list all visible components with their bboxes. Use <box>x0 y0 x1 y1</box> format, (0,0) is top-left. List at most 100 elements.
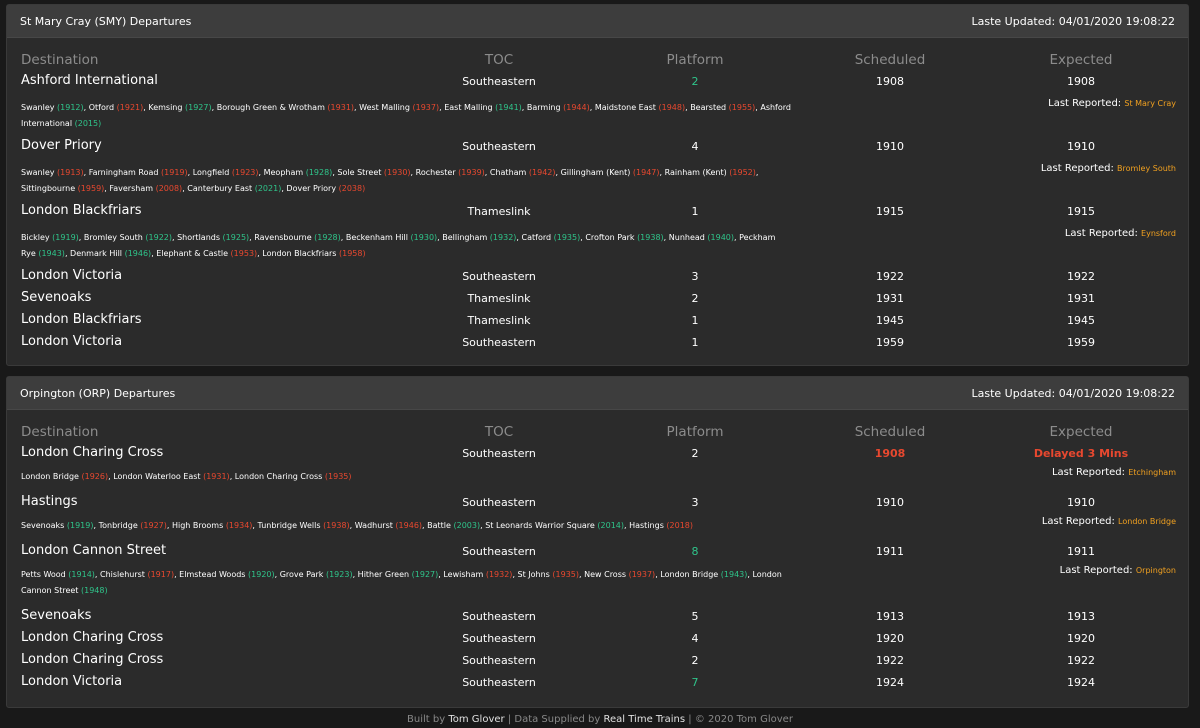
calling-point: Bromley South (1922) <box>84 233 172 242</box>
calling-point-time: (1927) <box>140 521 167 530</box>
calling-point-station: Bickley <box>21 233 53 242</box>
calling-point-station: East Malling <box>444 103 496 112</box>
calling-point-time: (1912) <box>57 103 84 112</box>
calling-point-station: Rainham (Kent) <box>664 168 730 177</box>
service-expected: 1913 <box>1067 610 1095 623</box>
col-destination: Destination <box>21 52 99 68</box>
calling-point-station: St Johns <box>517 570 553 579</box>
calling-point-time: (1932) <box>485 570 513 579</box>
calling-point-time: (1928) <box>305 168 333 177</box>
real-time-trains-link[interactable]: Real Time Trains <box>603 714 686 725</box>
calling-point-station: Chislehurst <box>100 570 148 579</box>
calling-points: Petts Wood (1914), Chislehurst (1917), E… <box>21 570 782 595</box>
service-destination: Hastings <box>21 494 78 509</box>
calling-point-station: London Charing Cross <box>234 472 325 481</box>
calling-point-time: (1927) <box>185 103 212 112</box>
calling-point-time: (1947) <box>632 168 660 177</box>
calling-point: West Malling (1937) <box>359 103 439 112</box>
service-platform: 5 <box>691 610 699 623</box>
calling-point-station: Barming <box>526 103 564 112</box>
calling-point-time: (1923) <box>325 570 353 579</box>
calling-point-time: (1925) <box>222 233 250 242</box>
calling-point-station: Peckham Rye <box>21 233 776 258</box>
service-expected-delayed: Delayed 3 Mins <box>1033 447 1129 460</box>
calling-point-station: High Brooms <box>171 521 226 530</box>
last-reported-location: Orpington <box>1135 566 1176 575</box>
calling-point-station: Borough Green & Wrotham <box>216 103 328 112</box>
calling-point-station: Sole Street <box>337 168 384 177</box>
calling-point-station: Battle <box>427 521 454 530</box>
author-link[interactable]: Tom Glover <box>448 714 505 725</box>
service-platform: 2 <box>691 75 699 88</box>
calling-point-time: (1935) <box>324 472 352 481</box>
last-reported: Last Reported: St Mary Cray <box>1048 98 1176 109</box>
calling-point: New Cross (1937) <box>584 570 655 579</box>
calling-point-time: (1920) <box>248 570 275 579</box>
calling-point-time: (1938) <box>637 233 664 242</box>
calling-point: Faversham (2008) <box>109 184 182 193</box>
service-scheduled: 1931 <box>876 292 904 305</box>
calling-point: London Waterloo East (1931) <box>113 472 229 481</box>
calling-point: London Charing Cross (1935) <box>235 472 352 481</box>
calling-point-time: (1946) <box>124 248 152 258</box>
calling-point-station: Bellingham <box>442 233 490 242</box>
calling-point: Beckenham Hill (1930) <box>346 233 437 242</box>
calling-point-station: Ravensbourne <box>254 233 315 242</box>
calling-point-station: Denmark Hill <box>70 248 125 258</box>
service-toc: Thameslink <box>467 314 531 327</box>
last-reported: Last Reported: London Bridge <box>1042 516 1176 527</box>
calling-point-time: (1922) <box>145 233 172 242</box>
service-scheduled: 1922 <box>876 654 904 667</box>
calling-point: London Blackfriars (1958) <box>262 249 365 258</box>
last-reported-label: Last Reported: <box>1051 467 1126 478</box>
calling-point: Tonbridge (1927) <box>99 521 167 530</box>
service-scheduled: 1920 <box>876 632 904 645</box>
calling-point-station: London Cannon Street <box>21 570 782 595</box>
calling-point-time: (1943) <box>720 570 748 579</box>
calling-points: Bickley (1919), Bromley South (1922), Sh… <box>21 233 776 258</box>
calling-point-station: Nunhead <box>668 233 708 242</box>
service-scheduled: 1924 <box>876 676 904 689</box>
service-platform: 2 <box>691 654 699 667</box>
calling-point-station: Wadhurst <box>354 521 396 530</box>
service-destination: Sevenoaks <box>21 608 92 623</box>
service-toc: Southeastern <box>462 654 536 667</box>
calling-point: Gillingham (Kent) (1947) <box>561 168 660 177</box>
calling-point: Farningham Road (1919) <box>89 168 188 177</box>
last-updated: Laste Updated: 04/01/2020 19:08:22 <box>971 386 1176 400</box>
calling-point: Sole Street (1930) <box>337 168 410 177</box>
calling-point: Ashford International (2015) <box>21 103 791 128</box>
col-destination: Destination <box>21 424 99 440</box>
calling-point: Battle (2003) <box>427 521 480 530</box>
board-title: St Mary Cray (SMY) Departures <box>20 14 192 28</box>
service-expected: 1910 <box>1067 140 1095 153</box>
calling-point: Elmstead Woods (1920) <box>179 570 274 579</box>
service-expected: 1931 <box>1067 292 1095 305</box>
service-platform: 2 <box>691 292 699 305</box>
calling-point-station: Hastings <box>629 521 667 530</box>
calling-points: Sevenoaks (1919), Tonbridge (1927), High… <box>21 521 694 530</box>
last-reported-label: Last Reported: <box>1048 98 1122 109</box>
calling-point: Crofton Park (1938) <box>585 233 663 242</box>
service-toc: Southeastern <box>462 270 536 283</box>
calling-point: London Bridge (1926) <box>21 472 108 481</box>
service-expected: 1924 <box>1067 676 1095 689</box>
calling-point-time: (2018) <box>666 521 694 530</box>
calling-point-station: Gillingham (Kent) <box>560 168 633 177</box>
col-toc: TOC <box>484 52 514 68</box>
calling-point: Swanley (1912) <box>21 103 84 112</box>
calling-point: Swanley (1913) <box>21 168 84 177</box>
calling-point-station: Bearsted <box>690 103 729 112</box>
page-footer: Built by Tom Glover | Data Supplied by R… <box>0 714 1200 725</box>
board-header: Orpington (ORP) Departures Laste Updated… <box>7 377 1188 410</box>
calling-point-station: Sevenoaks <box>21 521 67 530</box>
service-expected: 1922 <box>1067 654 1095 667</box>
last-reported-label: Last Reported: <box>1040 163 1114 174</box>
calling-point-station: Sittingbourne <box>21 183 78 193</box>
calling-point-time: (2021) <box>254 183 282 193</box>
calling-point-time: (1955) <box>728 103 756 112</box>
col-platform: Platform <box>666 424 724 440</box>
calling-point: Denmark Hill (1946) <box>70 249 151 258</box>
calling-point-time: (2003) <box>453 521 481 530</box>
departure-board-orpington: Orpington (ORP) Departures Laste Updated… <box>6 376 1189 708</box>
